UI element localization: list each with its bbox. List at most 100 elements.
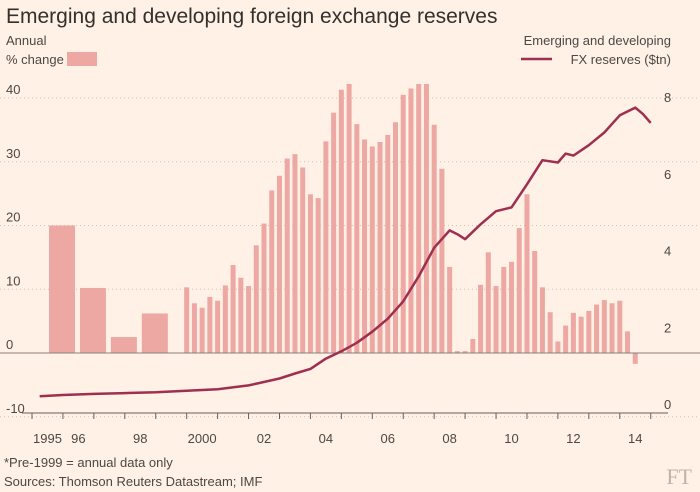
x-tick-label: 12 xyxy=(566,431,580,446)
gridlines xyxy=(0,97,700,418)
monthly-bar xyxy=(454,351,460,353)
fx-reserves-line xyxy=(39,106,652,398)
monthly-bar xyxy=(284,158,290,353)
annual-bar xyxy=(110,337,137,353)
x-tick-label: 08 xyxy=(442,431,456,446)
left-tick-label: 0 xyxy=(6,337,13,352)
monthly-bar xyxy=(238,277,244,353)
monthly-bar xyxy=(184,287,190,353)
monthly-bar xyxy=(276,175,282,353)
right-tick-label: 6 xyxy=(664,167,671,182)
right-tick-label: 0 xyxy=(664,397,671,412)
x-tick-label: 96 xyxy=(71,431,85,446)
monthly-bar xyxy=(400,94,406,353)
annual-bar xyxy=(49,225,76,353)
monthly-bar xyxy=(191,303,197,353)
monthly-bar xyxy=(369,146,375,353)
x-tick-label: 14 xyxy=(628,431,642,446)
monthly-bar xyxy=(493,286,499,353)
monthly-bar xyxy=(246,286,252,353)
x-tick-label: 04 xyxy=(319,431,333,446)
left-axis-label: Annual % change xyxy=(6,33,97,67)
right-tick-label: 8 xyxy=(664,90,671,105)
x-tick-label: 06 xyxy=(381,431,395,446)
monthly-bar xyxy=(431,124,437,354)
monthly-bar xyxy=(222,285,228,353)
monthly-bar xyxy=(377,141,383,353)
monthly-bar xyxy=(416,83,422,353)
left-tick-label: 30 xyxy=(6,146,20,161)
right-axis-label-line1: Emerging and developing xyxy=(524,33,671,48)
right-tick-label: 4 xyxy=(664,244,671,259)
monthly-bar xyxy=(625,331,631,353)
monthly-bar xyxy=(230,265,236,353)
monthly-bar xyxy=(563,325,569,353)
x-axis: 1995 96 98 2000 02 04 06 08 10 12 14 xyxy=(22,412,668,446)
monthly-bar xyxy=(215,300,221,353)
monthly-bar xyxy=(261,223,267,353)
monthly-bar xyxy=(385,134,391,353)
monthly-bar xyxy=(207,296,213,353)
monthly-bar xyxy=(570,312,576,353)
x-tick-label: 2000 xyxy=(188,431,217,446)
right-axis-label: Emerging and developing FX reserves ($tn… xyxy=(521,33,671,67)
monthly-bar xyxy=(594,304,600,353)
monthly-bar xyxy=(447,266,453,353)
bar-legend-swatch xyxy=(67,52,97,66)
ft-logo: FT xyxy=(666,464,692,489)
left-tick-label: 40 xyxy=(6,82,20,97)
left-axis-ticks: 40 30 20 10 0 -10 xyxy=(6,82,25,416)
left-axis-label-line1: Annual xyxy=(6,33,47,48)
monthly-bar xyxy=(632,353,638,364)
monthly-bar xyxy=(462,351,468,353)
monthly-bar xyxy=(423,83,429,353)
annual-bar xyxy=(79,287,106,353)
footnote: *Pre-1999 = annual data only xyxy=(4,455,173,470)
monthly-bar xyxy=(547,312,553,353)
monthly-bar xyxy=(292,154,298,353)
monthly-bar xyxy=(199,307,205,353)
left-tick-label: 20 xyxy=(6,210,20,225)
monthly-bar xyxy=(307,194,313,353)
monthly-bar xyxy=(516,228,522,353)
x-tick-label: 1995 xyxy=(33,431,62,446)
right-axis-label-line2: FX reserves ($tn) xyxy=(571,52,671,67)
monthly-bar xyxy=(601,300,607,353)
monthly-bar xyxy=(609,303,615,353)
monthly-bar xyxy=(470,338,476,353)
source: Sources: Thomson Reuters Datastream; IMF xyxy=(4,474,262,489)
monthly-bar xyxy=(532,251,538,353)
monthly-bar xyxy=(617,300,623,353)
monthly-bar xyxy=(555,341,561,353)
monthly-bar xyxy=(586,310,592,353)
monthly-bar xyxy=(509,261,515,353)
left-tick-label: 10 xyxy=(6,273,20,288)
monthly-bar xyxy=(539,287,545,353)
x-tick-label: 10 xyxy=(504,431,518,446)
right-axis-ticks: 8 6 4 2 0 xyxy=(664,90,671,412)
bars xyxy=(49,83,638,364)
x-tick-label: 98 xyxy=(133,431,147,446)
right-tick-label: 2 xyxy=(664,320,671,335)
monthly-bar xyxy=(323,141,329,353)
left-axis-label-line2: % change xyxy=(6,52,64,67)
chart-title: Emerging and developing foreign exchange… xyxy=(6,5,497,28)
monthly-bar xyxy=(524,194,530,353)
monthly-bar xyxy=(315,198,321,353)
monthly-bar xyxy=(354,124,360,353)
monthly-bar xyxy=(300,167,306,353)
monthly-bar xyxy=(269,190,275,353)
monthly-bar xyxy=(253,245,259,353)
annual-bar xyxy=(141,313,168,353)
monthly-bar xyxy=(346,83,352,353)
monthly-bar xyxy=(338,89,344,354)
monthly-bar xyxy=(392,122,398,353)
x-tick-label: 02 xyxy=(257,431,271,446)
monthly-bar xyxy=(501,266,507,353)
left-tick-label: -10 xyxy=(6,401,25,416)
monthly-bar xyxy=(362,139,368,353)
monthly-bar xyxy=(408,88,414,353)
monthly-bar xyxy=(439,168,445,353)
monthly-bar xyxy=(485,252,491,353)
